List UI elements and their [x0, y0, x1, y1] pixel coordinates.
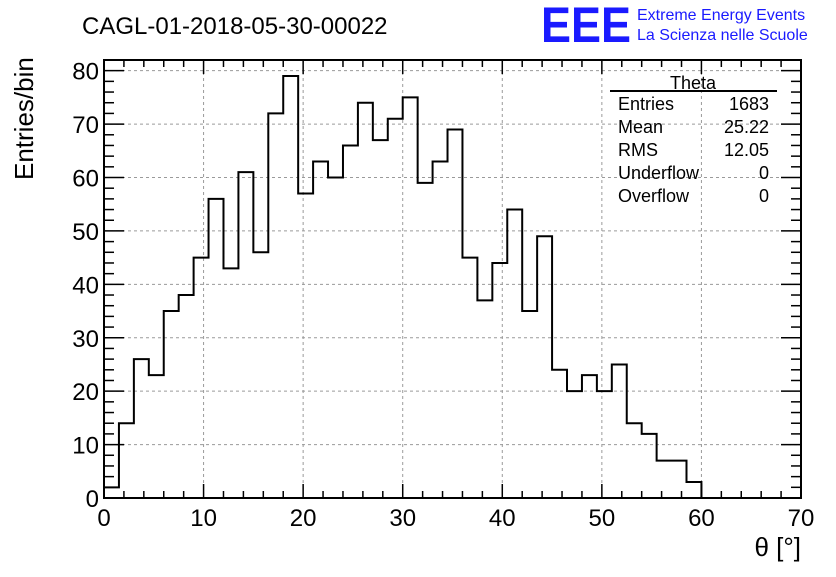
eee-logo-line2: La Scienza nelle Scuole: [637, 27, 808, 44]
stats-rows: Entries 1683 Mean 25.22 RMS 12.05 Underflow 0 Ov…: [618, 94, 769, 206]
stats-row-value: 0: [759, 163, 769, 183]
stats-row-label: Entries: [618, 94, 674, 114]
stats-row-value: 25.22: [724, 117, 769, 137]
stats-row-label: Overflow: [618, 186, 690, 206]
stats-row-label: Mean: [618, 117, 663, 137]
x-tick-label: 10: [190, 505, 217, 532]
stats-row-label: Underflow: [618, 163, 700, 183]
x-tick-label: 70: [788, 505, 815, 532]
y-tick-label: 20: [72, 379, 99, 406]
y-tick-label: 60: [72, 166, 99, 193]
y-tick-label: 30: [72, 326, 99, 353]
x-axis-label: θ [°]: [754, 532, 801, 562]
x-tick-label: 40: [489, 505, 516, 532]
x-tick-label: 60: [688, 505, 715, 532]
histogram-outline: [103, 75, 703, 498]
plot-frame: [103, 59, 802, 499]
eee-logo-mark: EEE: [541, 0, 631, 53]
y-tick-label: 10: [72, 433, 99, 460]
x-tick-label: 20: [290, 505, 317, 532]
stats-row-label: RMS: [618, 140, 658, 160]
y-tick-label: 50: [72, 219, 99, 246]
chart-title: CAGL-01-2018-05-30-00022: [82, 13, 388, 40]
y-axis-label: Entries/bin: [9, 57, 39, 180]
eee-logo: EEE Extreme Energy Events La Scienza nel…: [541, 0, 808, 53]
x-tick-label: 50: [589, 505, 616, 532]
stats-row-value: 12.05: [724, 140, 769, 160]
x-tick-labels: 0 10 20 30 40 50 60 70: [97, 505, 814, 532]
y-tick-label: 80: [72, 59, 99, 86]
y-tick-label: 70: [72, 112, 99, 139]
y-tick-labels: 0 10 20 30 40 50 60 70 80: [72, 59, 99, 513]
stats-title: Theta: [670, 73, 717, 93]
y-tick-label: 40: [72, 272, 99, 299]
y-tick-label: 0: [86, 486, 99, 513]
stats-box: Theta Entries 1683 Mean 25.22 RMS 12.05 Underf…: [610, 73, 777, 206]
axis-ticks: [103, 59, 802, 499]
eee-logo-line1: Extreme Energy Events: [637, 7, 805, 24]
x-tick-label: 0: [97, 505, 110, 532]
grid-lines: [104, 60, 801, 498]
stats-row-value: 0: [759, 186, 769, 206]
x-tick-label: 30: [389, 505, 416, 532]
stats-row-value: 1683: [729, 94, 769, 114]
